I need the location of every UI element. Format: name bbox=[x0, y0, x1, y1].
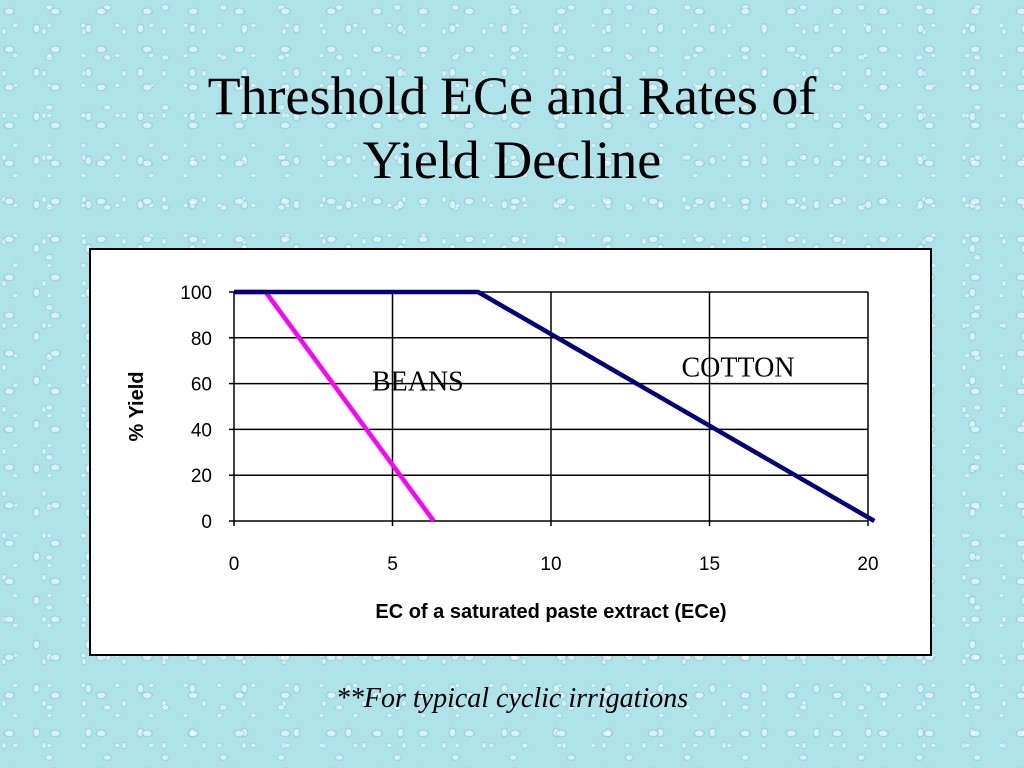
title-line-1: Threshold ECe and Rates of bbox=[207, 66, 817, 126]
annotation-beans: BEANS bbox=[372, 366, 464, 397]
axis-layer: 0 20 40 60 80 100 0 5 10 15 20 bbox=[180, 283, 878, 575]
series-line-cotton bbox=[234, 289, 876, 523]
slide-title: Threshold ECe and Rates of Yield Decline bbox=[0, 64, 1024, 192]
y-axis-title: % Yield bbox=[126, 371, 148, 441]
grid-layer bbox=[233, 291, 869, 522]
series-layer bbox=[234, 289, 876, 523]
y-tick-label: 100 bbox=[180, 283, 212, 304]
label-layer: EC of a saturated paste extract (ECe) % Y… bbox=[126, 353, 795, 623]
y-tick-label: 0 bbox=[201, 512, 212, 533]
x-tick-label: 15 bbox=[699, 554, 720, 575]
x-tick-label: 20 bbox=[857, 554, 878, 575]
title-line-2: Yield Decline bbox=[362, 130, 662, 190]
x-tick-label: 10 bbox=[540, 554, 561, 575]
y-tick-label: 80 bbox=[191, 329, 212, 350]
x-tick-label: 5 bbox=[387, 554, 398, 575]
y-tick-label: 20 bbox=[191, 466, 212, 487]
y-tick-label: 40 bbox=[191, 420, 212, 441]
x-axis-title: EC of a saturated paste extract (ECe) bbox=[375, 601, 726, 623]
chart-panel: 0 20 40 60 80 100 0 5 10 15 20 EC of a saturated p… bbox=[89, 248, 932, 656]
x-tick-label: 0 bbox=[229, 554, 240, 575]
annotation-cotton: COTTON bbox=[682, 353, 795, 384]
series-line-beans bbox=[234, 289, 436, 523]
y-tick-label: 60 bbox=[191, 375, 212, 396]
yield-decline-chart: 0 20 40 60 80 100 0 5 10 15 20 EC of a saturated p… bbox=[126, 283, 879, 623]
footnote: **For typical cyclic irrigations bbox=[335, 683, 689, 714]
